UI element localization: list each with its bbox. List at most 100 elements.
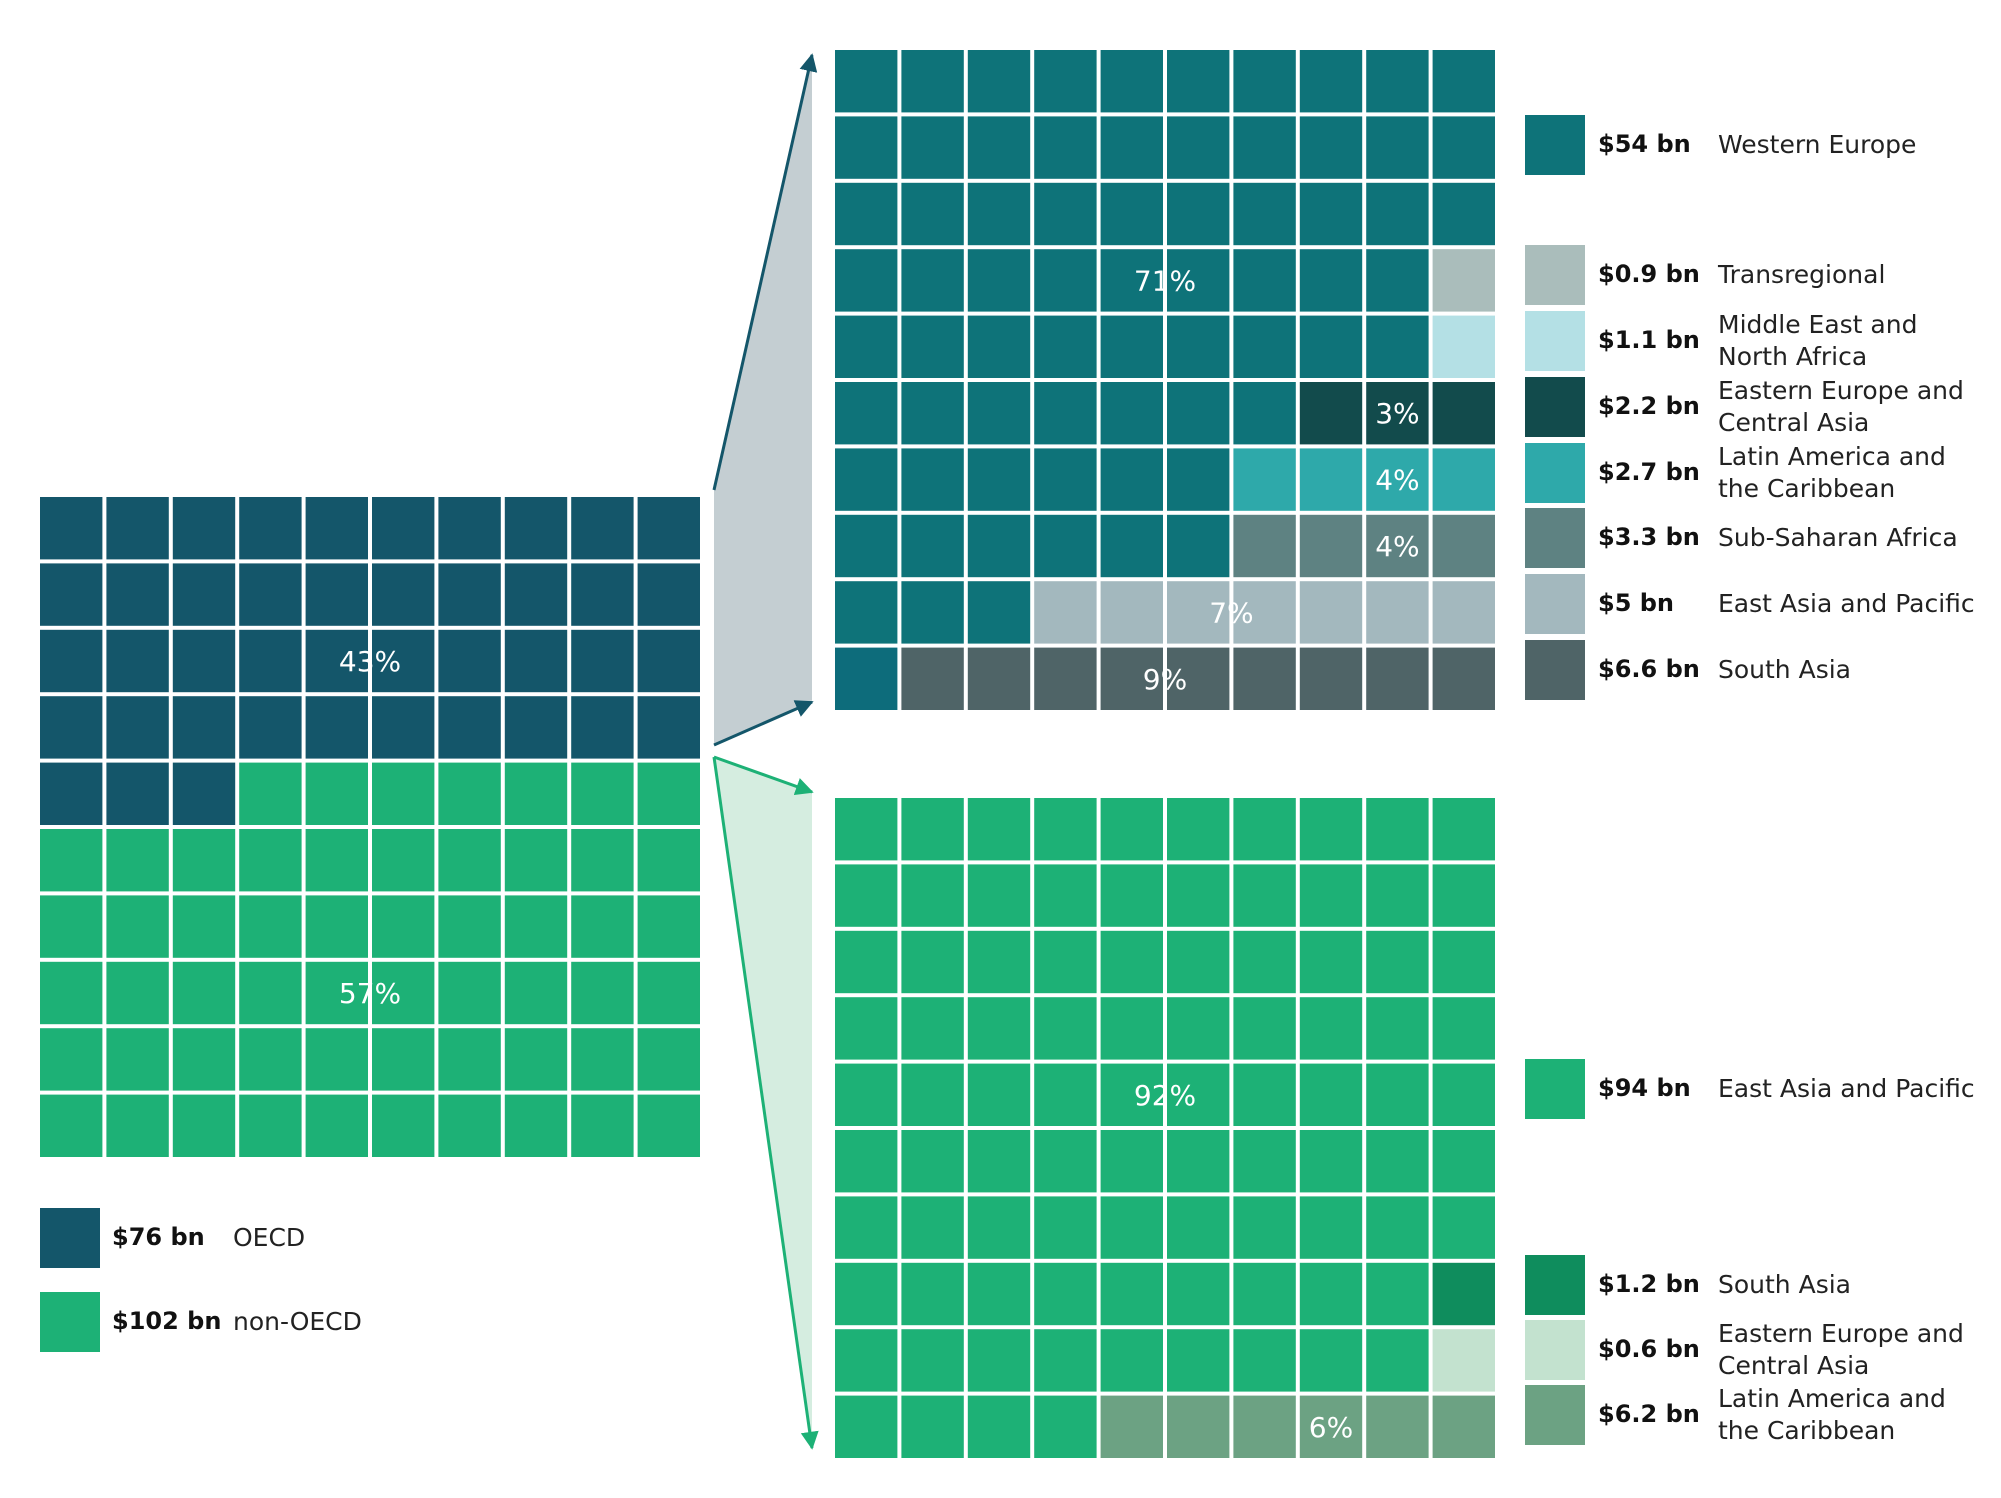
legend-swatch (1525, 508, 1585, 568)
waffle-cell-east-asia-and-pacific (1299, 1329, 1363, 1392)
waffle-cell-east-asia-and-pacific (1100, 997, 1163, 1060)
oecd-connector-wedge (714, 55, 812, 745)
waffle-cell-western-europe (835, 249, 898, 312)
waffle-cell-oecd (438, 497, 501, 560)
waffle-cell-oecd (571, 497, 634, 560)
waffle-cell-non-oecd (305, 762, 368, 825)
waffle-cell-western-europe (1100, 448, 1163, 511)
waffle-cell-non-oecd (504, 829, 568, 892)
waffle-cell-east-asia-and-pacific (1167, 1262, 1230, 1326)
waffle-cell-non-oecd (372, 1028, 435, 1091)
waffle-cell-western-europe (901, 448, 964, 511)
waffle-cell-western-europe (1366, 315, 1429, 378)
percent-labels: 43% 57% 71% 3% 4% 4% 7% 9% 92% 6% (339, 264, 1420, 1443)
waffle-cell-south-asia (1299, 647, 1363, 710)
waffle-cell-oecd (106, 696, 169, 759)
waffle-cell-oecd (40, 497, 103, 560)
waffle-cell-western-europe (1432, 50, 1495, 113)
percent-label-south-asia: 9% (1143, 663, 1187, 696)
waffle-cell-non-oecd (172, 1028, 236, 1091)
waffle-cell-western-europe (1034, 249, 1097, 312)
waffle-cell-east-asia-and-pacific (901, 1262, 964, 1326)
waffle-cell-east-asia-and-pacific (1432, 798, 1495, 861)
non-oecd-connector-arrow-bottom (712, 756, 819, 1450)
waffle-cell-east-asia-and-pacific (967, 997, 1031, 1060)
waffle-cell-east-asia-and-pacific (835, 997, 898, 1060)
waffle-cell-oecd (372, 696, 435, 759)
waffle-cell-south-asia (967, 647, 1031, 710)
waffle-cell-east-asia-and-pacific (967, 1063, 1031, 1126)
waffle-cell-western-europe (967, 448, 1031, 511)
non-oecd-connector-arrow-top (713, 755, 814, 796)
waffle-cell-latin-america-and-the-caribbean (1432, 448, 1495, 511)
legend-value: $6.6 bn (1598, 655, 1700, 683)
waffle-cell-east-asia-and-pacific (1100, 930, 1163, 994)
legend-value: $94 bn (1598, 1074, 1691, 1102)
waffle-cell-east-asia-and-pacific (1233, 997, 1296, 1060)
waffle-cell-western-europe (901, 116, 964, 179)
waffle-cell-non-oecd (106, 1094, 169, 1157)
waffle-cell-oecd (504, 563, 568, 626)
waffle-cell-east-asia-and-pacific (1299, 1130, 1363, 1193)
waffle-cell-western-europe (1366, 116, 1429, 179)
waffle-cell-east-asia-and-pacific (1366, 1329, 1429, 1392)
waffle-cell-western-europe (1233, 50, 1296, 113)
waffle-cell-western-europe (967, 514, 1031, 578)
waffle-cell-oecd (239, 696, 302, 759)
waffle-cell-east-asia-and-pacific (1432, 581, 1495, 644)
waffle-cell-east-asia-and-pacific (1233, 798, 1296, 861)
percent-label-latin-america-caribbean: 6% (1309, 1411, 1353, 1444)
legend-swatch (1525, 245, 1585, 305)
waffle-cell-east-asia-and-pacific (901, 997, 964, 1060)
waffle-cell-east-asia-and-pacific (967, 1262, 1031, 1326)
waffle-cell-east-asia-and-pacific (1167, 1130, 1230, 1193)
waffle-cell-oecd (637, 497, 700, 560)
legend-label: South Asia (1718, 1270, 1851, 1299)
waffle-cell-east-asia-and-pacific (1299, 1063, 1363, 1126)
waffle-cell-east-asia-and-pacific (1034, 930, 1097, 994)
legend-value: $76 bn (112, 1223, 205, 1251)
legend-value: $54 bn (1598, 130, 1691, 158)
waffle-cell-non-oecd (372, 829, 435, 892)
waffle-cell-non-oecd (172, 961, 236, 1025)
waffle-cell-middle-east-and-north-africa (1432, 315, 1495, 378)
waffle-cell-non-oecd (504, 1094, 568, 1157)
legend-value: $0.6 bn (1598, 1335, 1700, 1363)
waffle-cell-east-asia-and-pacific (1233, 1063, 1296, 1126)
waffle-cell-western-europe (1100, 382, 1163, 445)
waffle-cell-non-oecd (239, 829, 302, 892)
waffle-cell-non-oecd (372, 895, 435, 958)
waffle-cell-east-asia-and-pacific (1167, 581, 1230, 644)
waffle-overall (40, 497, 700, 1157)
waffle-cell-east-asia-and-pacific (835, 1395, 898, 1458)
waffle-cell-western-europe (1366, 249, 1429, 312)
waffle-cell-south-asia (1100, 647, 1163, 710)
waffle-cell-western-europe (901, 50, 964, 113)
waffle-cell-east-asia-and-pacific (835, 1130, 898, 1193)
waffle-cell-east-asia-and-pacific (1432, 864, 1495, 927)
waffle-cell-oecd (40, 762, 103, 825)
waffle-cell-western-europe (1167, 382, 1230, 445)
waffle-cell-non-oecd (571, 829, 634, 892)
waffle-cell-oecd (504, 497, 568, 560)
waffle-cell-sub-saharan-africa (1299, 514, 1363, 578)
waffle-cell-western-europe (1366, 182, 1429, 246)
waffle-cell-western-europe (901, 249, 964, 312)
waffle-cell-east-asia-and-pacific (1299, 1262, 1363, 1326)
waffle-cell-east-asia-and-pacific (1233, 930, 1296, 994)
legend-label: Eastern Europe and Central Asia (1718, 376, 1964, 437)
waffle-cell-non-oecd (239, 762, 302, 825)
waffle-cell-western-europe (1233, 382, 1296, 445)
waffle-cell-western-europe (1100, 249, 1163, 312)
waffle-cell-east-asia-and-pacific (1100, 1130, 1163, 1193)
waffle-cell-east-asia-and-pacific (1167, 798, 1230, 861)
waffle-cell-western-europe (1233, 315, 1296, 378)
waffle-cell-east-asia-and-pacific (1432, 1130, 1495, 1193)
waffle-cell-western-europe (1299, 116, 1363, 179)
waffle-cell-south-asia (1432, 647, 1495, 710)
waffle-cell-east-asia-and-pacific (901, 864, 964, 927)
waffle-cell-non-oecd (372, 961, 435, 1025)
legend-label: East Asia and Pacific (1718, 589, 1975, 618)
waffle-cell-east-asia-and-pacific (967, 1329, 1031, 1392)
waffle-cell-non-oecd (637, 762, 700, 825)
